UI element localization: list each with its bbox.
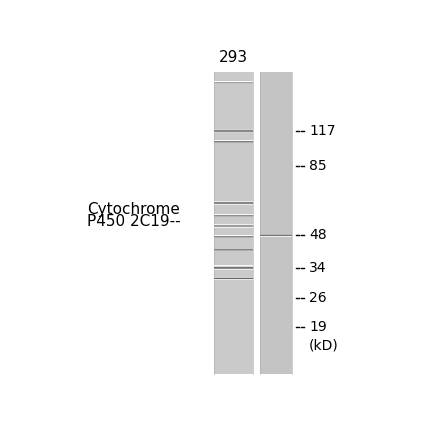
Text: 48: 48 <box>309 228 326 242</box>
Text: Cytochrome: Cytochrome <box>88 202 180 217</box>
Text: 26: 26 <box>309 291 326 305</box>
Text: 117: 117 <box>309 124 336 138</box>
Bar <box>213 71 253 374</box>
Text: 19: 19 <box>309 320 327 334</box>
Bar <box>260 71 292 374</box>
Text: 85: 85 <box>309 159 326 173</box>
Text: P450 2C19--: P450 2C19-- <box>88 213 181 228</box>
Text: (kD): (kD) <box>309 339 339 353</box>
Text: 34: 34 <box>309 261 326 275</box>
Text: 293: 293 <box>219 50 248 65</box>
